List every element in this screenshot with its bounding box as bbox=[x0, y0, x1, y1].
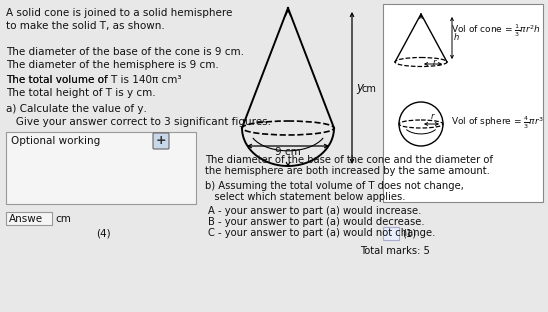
Text: +: + bbox=[156, 134, 166, 148]
Text: to make the solid T, as shown.: to make the solid T, as shown. bbox=[6, 21, 165, 31]
Text: select which statement below applies.: select which statement below applies. bbox=[205, 192, 406, 202]
FancyBboxPatch shape bbox=[383, 4, 543, 202]
Text: The total volume of ​T​ is 140π cm³: The total volume of ​T​ is 140π cm³ bbox=[6, 75, 181, 85]
Text: The total volume of: The total volume of bbox=[6, 75, 111, 85]
FancyBboxPatch shape bbox=[383, 227, 399, 240]
FancyBboxPatch shape bbox=[153, 133, 169, 149]
Text: A - your answer to part (a) would increase.: A - your answer to part (a) would increa… bbox=[208, 206, 421, 216]
Text: The diameter of the base of the cone is 9 cm.: The diameter of the base of the cone is … bbox=[6, 47, 244, 57]
Text: Total marks: 5: Total marks: 5 bbox=[360, 246, 430, 256]
Text: Vol of cone = $\frac{1}{3}\pi r^2 h$: Vol of cone = $\frac{1}{3}\pi r^2 h$ bbox=[451, 22, 541, 39]
Text: cm: cm bbox=[362, 84, 377, 94]
Text: h: h bbox=[454, 33, 459, 42]
Text: Give your answer correct to 3 significant figures.: Give your answer correct to 3 significan… bbox=[6, 117, 271, 127]
Text: r: r bbox=[430, 112, 434, 121]
Text: a) Calculate the value of ​y​.: a) Calculate the value of ​y​. bbox=[6, 104, 147, 114]
Text: The diameter of the hemisphere is 9 cm.: The diameter of the hemisphere is 9 cm. bbox=[6, 60, 219, 70]
Text: cm: cm bbox=[55, 214, 71, 224]
FancyBboxPatch shape bbox=[6, 132, 196, 204]
Text: A solid cone is joined to a solid hemisphere: A solid cone is joined to a solid hemisp… bbox=[6, 8, 232, 18]
Text: y: y bbox=[356, 81, 363, 95]
Text: Answe: Answe bbox=[9, 214, 43, 224]
Text: The diameter of the base of the cone and the diameter of: The diameter of the base of the cone and… bbox=[205, 155, 493, 165]
Text: 9 cm: 9 cm bbox=[275, 147, 301, 157]
Text: b) Assuming the total volume of ​T​ does not change,: b) Assuming the total volume of ​T​ does… bbox=[205, 181, 464, 191]
Text: (1): (1) bbox=[402, 228, 416, 238]
Text: (4): (4) bbox=[96, 228, 111, 238]
Text: r: r bbox=[432, 58, 436, 67]
Text: Vol of sphere = $\frac{4}{3}\pi r^3$: Vol of sphere = $\frac{4}{3}\pi r^3$ bbox=[451, 114, 544, 131]
Text: the hemisphere are both increased by the same amount.: the hemisphere are both increased by the… bbox=[205, 166, 490, 176]
Text: C - your answer to part (a) would not change.: C - your answer to part (a) would not ch… bbox=[208, 228, 435, 238]
Text: Optional working: Optional working bbox=[11, 136, 100, 146]
Text: The total height of ​T​ is ​y​ cm.: The total height of ​T​ is ​y​ cm. bbox=[6, 88, 156, 98]
Text: B - your answer to part (a) would decrease.: B - your answer to part (a) would decrea… bbox=[208, 217, 425, 227]
FancyBboxPatch shape bbox=[6, 212, 52, 225]
